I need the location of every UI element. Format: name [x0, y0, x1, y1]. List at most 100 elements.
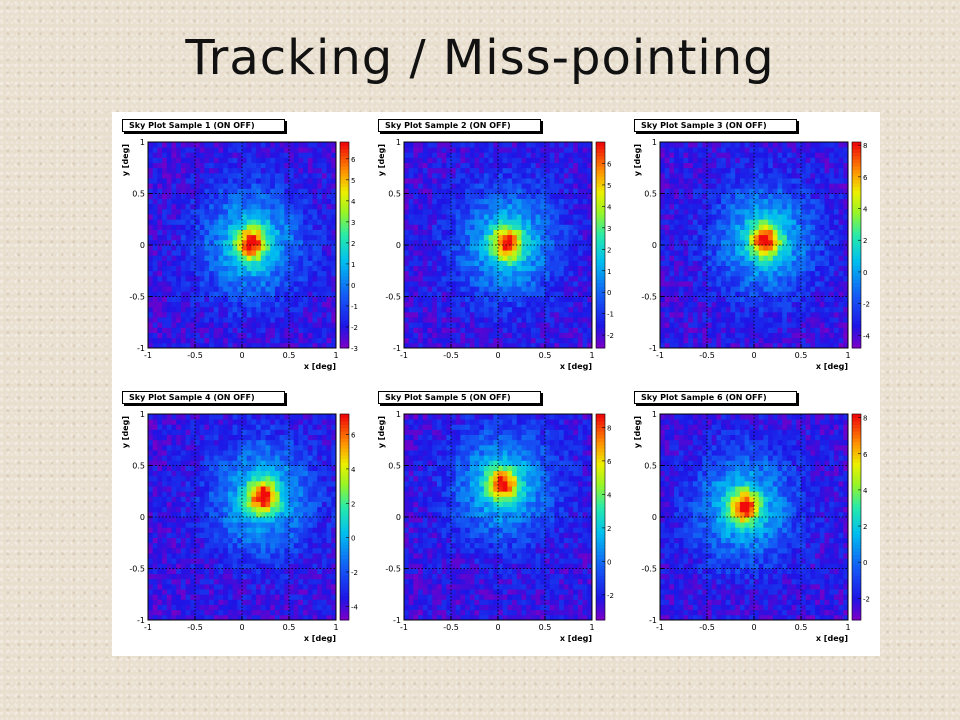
heatmap-bin [190, 270, 196, 277]
heatmap-bin [777, 337, 783, 344]
heatmap-bin [152, 188, 158, 194]
heatmap-bin [782, 306, 788, 313]
heatmap-bin [455, 229, 461, 236]
heatmap-bin [427, 311, 433, 318]
heatmap-bin [739, 229, 745, 236]
heatmap-bin [256, 250, 262, 256]
heatmap-bin [697, 172, 703, 179]
heatmap-bin [190, 260, 196, 266]
heatmap-bin [451, 167, 457, 174]
heatmap-bin [664, 178, 670, 184]
heatmap-bin [223, 203, 229, 210]
heatmap-bin [422, 255, 428, 261]
heatmap-bin [270, 214, 276, 220]
heatmap-bin [530, 311, 536, 318]
heatmap-bin [242, 208, 248, 215]
heatmap-bin [436, 337, 442, 344]
heatmap-bin [455, 291, 461, 297]
heatmap-bin [782, 152, 788, 158]
heatmap-bin [563, 327, 569, 333]
heatmap-bin [801, 219, 807, 225]
heatmap-bin [408, 291, 414, 297]
heatmap-bins [404, 142, 593, 349]
heatmap-bin [218, 162, 224, 169]
heatmap-bin [749, 219, 755, 225]
heatmap-bin [697, 281, 703, 287]
heatmap-bin [321, 260, 327, 266]
heatmap-bin [298, 178, 304, 184]
heatmap-bin [730, 296, 736, 303]
heatmap-bin [786, 291, 792, 297]
heatmap-bin [587, 172, 593, 179]
heatmap-bin [749, 306, 755, 313]
heatmap-bin [554, 306, 560, 313]
heatmap-bin [545, 342, 551, 349]
heatmap-bin [763, 152, 769, 158]
heatmap-bin [298, 255, 304, 261]
heatmap-bin [577, 270, 583, 277]
heatmap-bin [432, 162, 438, 169]
heatmap-bin [829, 327, 835, 333]
heatmap-bin [303, 234, 309, 241]
heatmap-bin [265, 183, 271, 189]
heatmap-bin [460, 332, 466, 339]
heatmap-bin [768, 239, 774, 246]
heatmap-bin [460, 157, 466, 163]
heatmap-bin [739, 296, 745, 303]
heatmap-bin [516, 342, 522, 349]
colorbar-step [340, 334, 349, 339]
y-tick-label: -0.5 [385, 293, 401, 302]
heatmap-bin [660, 239, 666, 246]
heatmap-bin [754, 157, 760, 163]
heatmap-bin [157, 239, 163, 246]
heatmap-bin [279, 270, 285, 277]
heatmap-bin [502, 214, 508, 220]
heatmap-bin [176, 214, 182, 220]
heatmap-bin [512, 317, 518, 323]
heatmap-bin [441, 157, 447, 163]
heatmap-bin [582, 311, 588, 318]
heatmap-bin [758, 306, 764, 313]
heatmap-bin [697, 301, 703, 308]
heatmap-bin [498, 275, 504, 282]
heatmap-bin [805, 255, 811, 261]
colorbar-step [596, 282, 605, 287]
heatmap-bin [782, 239, 788, 246]
heatmap-bin [265, 214, 271, 220]
colorbar-step [596, 166, 605, 170]
heatmap-bin [227, 152, 233, 158]
heatmap-bin [246, 296, 252, 303]
heatmap-bin [427, 193, 433, 200]
heatmap-bin [427, 219, 433, 225]
heatmap-bin [195, 327, 201, 333]
heatmap-bin [833, 301, 839, 308]
heatmap-bin [735, 286, 741, 292]
heatmap-bin [289, 250, 295, 256]
heatmap-bin [540, 157, 546, 163]
heatmap-bin [331, 188, 337, 194]
heatmap-bin [483, 188, 489, 194]
heatmap-bin [516, 193, 522, 200]
heatmap-bin [697, 178, 703, 184]
heatmap-bin [422, 167, 428, 174]
heatmap-bin [824, 281, 830, 287]
heatmap-bin [711, 172, 717, 179]
heatmap-bin [157, 322, 163, 328]
heatmap-bin [436, 224, 442, 230]
heatmap-bin [479, 188, 485, 194]
heatmap-bin [582, 270, 588, 277]
heatmap-bin [148, 214, 154, 220]
heatmap-bin [209, 317, 215, 323]
heatmap-bin [744, 203, 750, 210]
heatmap-bin [674, 167, 680, 174]
heatmap-bin [744, 311, 750, 318]
heatmap-bin [587, 198, 593, 205]
heatmap-bin [408, 239, 414, 246]
heatmap-bin [441, 317, 447, 323]
heatmap-bin [498, 219, 504, 225]
heatmap-bin [678, 224, 684, 230]
heatmap-bin [483, 178, 489, 184]
heatmap-bin [246, 188, 252, 194]
heatmap-bin [507, 152, 513, 158]
heatmap-bin [157, 281, 163, 287]
